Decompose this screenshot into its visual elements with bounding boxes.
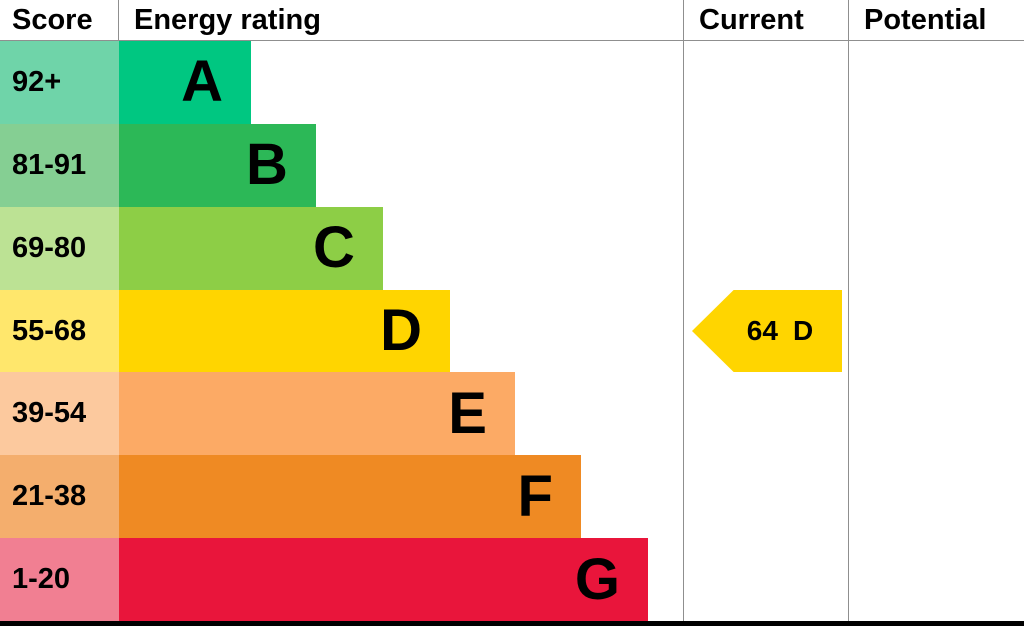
rating-letter-g: G xyxy=(574,546,621,612)
rating-bar-f: F xyxy=(119,455,581,539)
chart-body: 92+ A 81-91 B 69-80 xyxy=(0,41,1024,621)
rating-bands: 92+ A 81-91 B 69-80 xyxy=(0,41,683,621)
potential-column-header: Potential xyxy=(848,0,1024,40)
rating-bar-b: B xyxy=(119,123,316,207)
score-range-g: 1-20 xyxy=(0,538,119,621)
rating-letter-d: D xyxy=(380,298,423,363)
current-rating-arrow: 64 D xyxy=(692,289,842,373)
score-range-b: 81-91 xyxy=(0,123,119,207)
band-row-c: 69-80 C xyxy=(0,206,683,290)
score-range-e: 39-54 xyxy=(0,372,119,456)
band-row-g: 1-20 G xyxy=(0,538,683,621)
potential-column xyxy=(848,41,1024,621)
band-row-e: 39-54 E xyxy=(0,372,683,456)
rating-letter-b: B xyxy=(245,132,288,198)
band-row-a: 92+ A xyxy=(0,41,683,124)
score-column-header: Score xyxy=(0,0,119,40)
current-rating-value: 64 xyxy=(746,314,778,346)
rating-bar-d: D xyxy=(119,289,451,373)
rating-letter-a: A xyxy=(181,49,223,115)
current-column-header: Current xyxy=(683,0,848,40)
energy-rating-column-header: Energy rating xyxy=(134,3,321,36)
rating-bar-g: G xyxy=(119,538,649,621)
score-range-c: 69-80 xyxy=(0,206,119,290)
rating-letter-e: E xyxy=(448,380,487,446)
band-row-d: 55-68 D xyxy=(0,289,683,373)
rating-bar-e: E xyxy=(119,372,515,456)
score-range-d: 55-68 xyxy=(0,289,119,373)
current-column: 64 D xyxy=(683,41,848,621)
chart-header: Score Energy rating Current Potential xyxy=(0,0,1024,41)
rating-letter-c: C xyxy=(313,215,355,281)
band-row-f: 21-38 F xyxy=(0,455,683,539)
band-row-b: 81-91 B xyxy=(0,123,683,207)
rating-bar-a: A xyxy=(119,41,251,124)
current-rating-band: D xyxy=(792,314,814,346)
rating-bar-c: C xyxy=(119,206,383,290)
score-range-a: 92+ xyxy=(0,41,119,124)
rating-letter-f: F xyxy=(517,463,553,529)
score-range-f: 21-38 xyxy=(0,455,119,539)
